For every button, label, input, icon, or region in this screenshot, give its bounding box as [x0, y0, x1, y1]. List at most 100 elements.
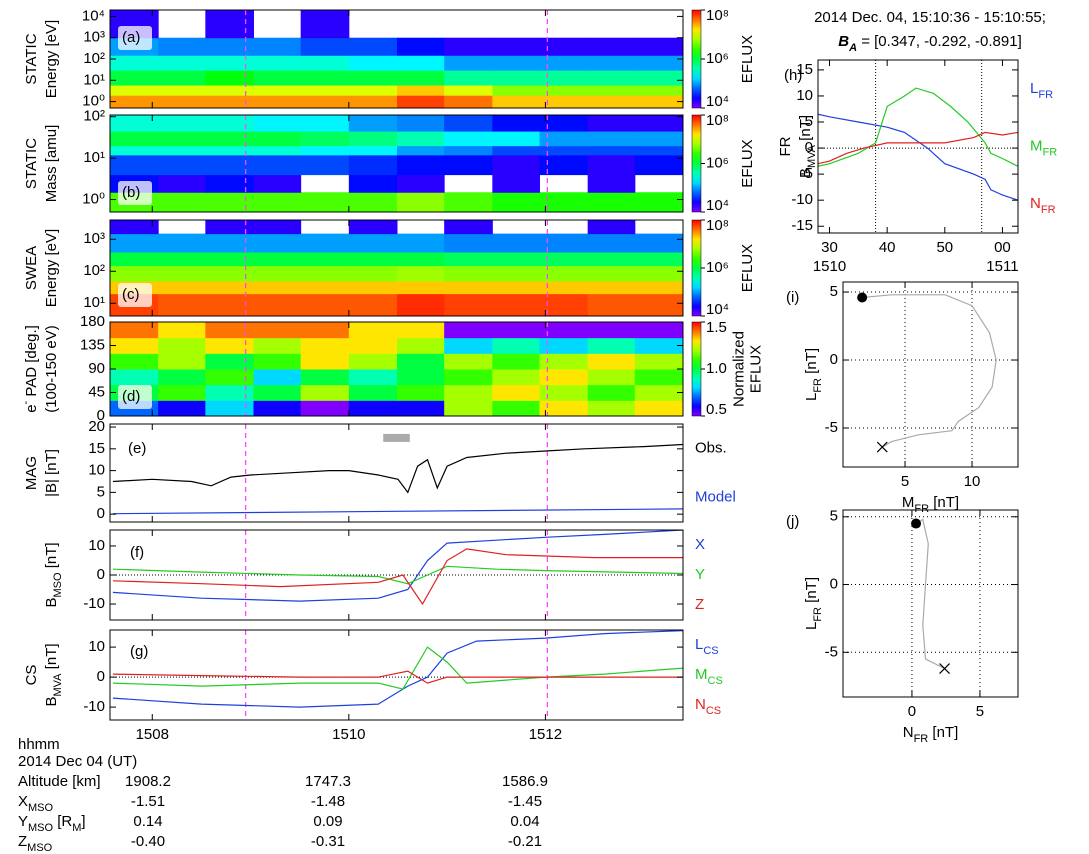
heatmap-cell — [253, 337, 302, 354]
colorbar — [691, 114, 702, 213]
y-tick-label: 5 — [97, 483, 105, 500]
data-line — [112, 530, 683, 602]
y-tick-label: -10 — [83, 595, 105, 612]
heatmap-cell — [539, 192, 589, 212]
heatmap-cell — [300, 192, 350, 212]
heatmap-cell — [634, 131, 683, 147]
colorbar-tick-label: 10⁴ — [706, 301, 729, 318]
heatmap-cell — [158, 293, 206, 316]
plot-area — [818, 60, 1018, 233]
heatmap-cell — [444, 85, 493, 96]
text-segment: M — [72, 822, 81, 834]
panel-label: (f) — [130, 544, 144, 561]
y-tick-label: 10 — [88, 638, 105, 655]
heatmap-cell — [348, 174, 398, 193]
heatmap-cell — [158, 55, 206, 71]
heatmap-cell — [300, 55, 350, 71]
heatmap-cell — [158, 115, 206, 132]
heatmap-cell — [253, 322, 302, 339]
text-segment: FR — [1038, 89, 1053, 101]
heatmap-cell — [444, 322, 493, 339]
heatmap-cell — [492, 265, 541, 282]
y-tick-label: 0 — [97, 668, 105, 685]
panel-label: (a) — [122, 29, 140, 46]
text-segment: [nT] — [797, 115, 814, 145]
heatmap-cell — [205, 131, 254, 147]
text-segment: FR — [1041, 204, 1056, 216]
heatmap-cell — [634, 37, 683, 56]
heatmap-cell — [396, 174, 445, 193]
text-segment: N — [1030, 195, 1041, 212]
ephemeris-value: 1908.2 — [125, 773, 171, 790]
heatmap-cell — [205, 154, 254, 176]
heatmap-cell — [634, 322, 683, 339]
plot-area — [843, 510, 1018, 697]
data-line — [818, 113, 1018, 201]
text-segment: - — [20, 400, 32, 404]
y-tick-label: 5 — [805, 113, 813, 130]
heatmap-cell — [300, 337, 350, 354]
heatmap-cell — [253, 55, 302, 71]
heatmap-cell — [587, 95, 636, 108]
axes-frame — [842, 509, 1019, 698]
heatmap-cell — [205, 252, 254, 267]
y-axis-label: LFR [nT] — [803, 348, 824, 401]
ephemeris-value: 1586.9 — [502, 773, 548, 790]
heatmap-cell — [205, 280, 254, 295]
y-tick-label: 10 — [88, 537, 105, 554]
heatmap-cell — [444, 192, 493, 212]
text-segment: [nT] — [803, 577, 820, 607]
text-segment: N — [695, 696, 706, 713]
heatmap-cell — [300, 369, 350, 386]
colorbar-tick-label: 10⁸ — [706, 7, 729, 24]
heatmap-cell — [158, 37, 206, 56]
plot-area — [843, 282, 1018, 467]
heatmap-cell — [634, 384, 683, 401]
heatmap-cell — [634, 95, 683, 108]
heatmap-cell — [492, 322, 541, 339]
heatmap-cell — [444, 353, 493, 370]
heatmap-cell — [348, 145, 398, 156]
plot-area — [110, 630, 683, 720]
heatmap-cell — [348, 252, 398, 267]
heatmap-cell — [539, 400, 589, 416]
panel-label: (j) — [786, 513, 799, 530]
text-segment: [R — [53, 813, 72, 830]
heatmap-cell — [253, 252, 302, 267]
heatmap-cell — [396, 37, 445, 56]
heatmap-cell — [492, 154, 541, 176]
text-segment: [nT] — [929, 494, 959, 511]
legend-label: MCS — [695, 666, 723, 687]
heatmap-cell — [205, 55, 254, 71]
heatmap-cell — [492, 233, 541, 253]
start-marker — [857, 292, 868, 303]
heatmap-cell — [348, 384, 398, 401]
heatmap-cell — [444, 55, 493, 71]
axes-frame — [109, 423, 684, 523]
data-line — [112, 443, 683, 494]
colorbar — [691, 219, 702, 317]
y-tick-label: 135 — [80, 336, 105, 353]
heatmap-cell — [444, 220, 493, 235]
heatmap-cell — [110, 70, 159, 86]
heatmap-cell — [492, 384, 541, 401]
heatmap-cell — [158, 233, 206, 253]
heatmap-cell — [348, 353, 398, 370]
heatmap-cell — [587, 37, 636, 56]
heatmap-cell — [539, 293, 589, 316]
text-segment: L — [695, 636, 703, 653]
heatmap-cell — [539, 369, 589, 386]
heatmap-cell — [444, 95, 493, 108]
heatmap-cell — [348, 85, 398, 96]
heatmap-cell — [492, 145, 541, 156]
heatmap-cell — [587, 280, 636, 295]
heatmap-cell — [492, 293, 541, 316]
heatmap-cell — [110, 115, 159, 132]
legend-label: X — [695, 536, 705, 553]
y-tick-label: 90 — [88, 360, 105, 377]
text-segment: M — [1030, 137, 1043, 154]
heatmap-cell — [300, 145, 350, 156]
colorbar-label: EFLUX — [739, 244, 756, 292]
heatmap-cell — [587, 85, 636, 96]
heatmap-cell — [492, 85, 541, 96]
